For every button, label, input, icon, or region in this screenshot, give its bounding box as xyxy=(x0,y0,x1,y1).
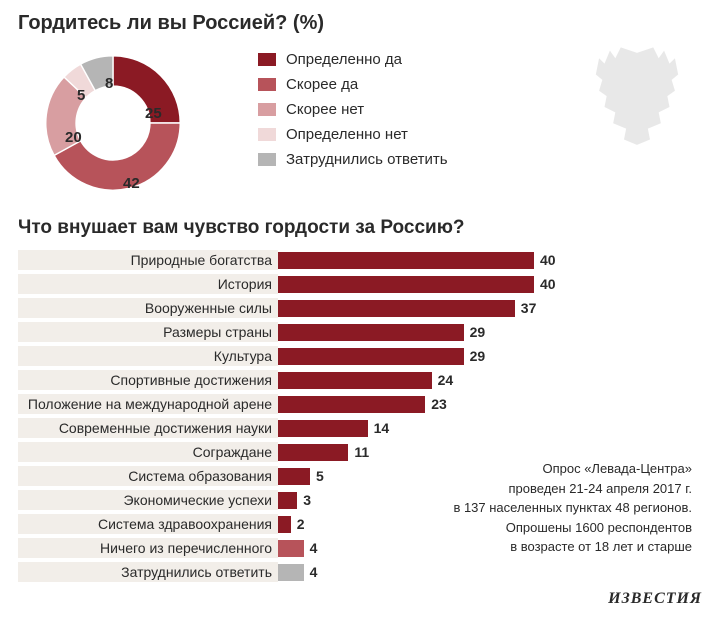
bar-track: 37 xyxy=(278,300,702,317)
bar-row: Размеры страны 29 xyxy=(18,321,702,343)
bar-value: 14 xyxy=(374,420,390,436)
donut-chart: 25 42 20 5 8 xyxy=(18,43,208,203)
bar-row: Природные богатства 40 xyxy=(18,249,702,271)
bar-track: 29 xyxy=(278,324,702,341)
bar-value: 24 xyxy=(438,372,454,388)
bar-row: Вооруженные силы 37 xyxy=(18,297,702,319)
bar-label: Культура xyxy=(18,346,278,366)
bar-value: 37 xyxy=(521,300,537,316)
footnote-line: Опрошены 1600 респондентов xyxy=(422,518,692,538)
bar-row: История 40 xyxy=(18,273,702,295)
legend-label: Скорее нет xyxy=(286,101,364,118)
bars-chart: Опрос «Левада-Центра» проведен 21-24 апр… xyxy=(18,249,702,583)
bar-row: Современные достижения науки 14 xyxy=(18,417,702,439)
bar-label: Размеры страны xyxy=(18,322,278,342)
bar-track: 23 xyxy=(278,396,702,413)
bar-value: 11 xyxy=(354,444,369,460)
bar-track: 40 xyxy=(278,276,702,293)
bar-row: Культура 29 xyxy=(18,345,702,367)
footnote-line: Опрос «Левада-Центра» xyxy=(422,459,692,479)
bar-track: 40 xyxy=(278,252,702,269)
donut-value: 25 xyxy=(145,105,162,122)
bar-label: Система образования xyxy=(18,466,278,486)
legend-row: Скорее да xyxy=(258,76,448,93)
footnote: Опрос «Левада-Центра» проведен 21-24 апр… xyxy=(422,459,692,557)
bar-label: Система здравоохранения xyxy=(18,514,278,534)
legend-row: Определенно нет xyxy=(258,126,448,143)
bar-value: 40 xyxy=(540,252,556,268)
bar-fill xyxy=(278,492,297,509)
bar-label: Сограждане xyxy=(18,442,278,462)
donut-legend: Определенно да Скорее да Скорее нет Определ… xyxy=(258,51,448,176)
bars-title: Что внушает вам чувство гордости за Росс… xyxy=(18,217,702,239)
bar-label: Вооруженные силы xyxy=(18,298,278,318)
bar-fill xyxy=(278,540,304,557)
bar-fill xyxy=(278,348,464,365)
footnote-line: проведен 21-24 апреля 2017 г. xyxy=(422,479,692,499)
legend-swatch xyxy=(258,78,276,91)
donut-value: 42 xyxy=(123,175,140,192)
legend-swatch xyxy=(258,128,276,141)
bar-value: 29 xyxy=(470,348,486,364)
legend-label: Определенно да xyxy=(286,51,402,68)
bar-track: 14 xyxy=(278,420,702,437)
bar-value: 4 xyxy=(310,564,318,580)
bar-fill xyxy=(278,468,310,485)
footnote-line: в 137 населенных пунктах 48 регионов. xyxy=(422,498,692,518)
bar-fill xyxy=(278,372,432,389)
bar-track: 29 xyxy=(278,348,702,365)
legend-label: Определенно нет xyxy=(286,126,408,143)
legend-label: Скорее да xyxy=(286,76,358,93)
bar-label: Природные богатства xyxy=(18,250,278,270)
legend-label: Затруднились ответить xyxy=(286,151,448,168)
bar-fill xyxy=(278,300,515,317)
donut-value: 5 xyxy=(77,87,85,104)
bar-value: 5 xyxy=(316,468,324,484)
donut-value: 8 xyxy=(105,75,113,92)
bar-label: Положение на международной арене xyxy=(18,394,278,414)
source-label: ИЗВЕСТИЯ xyxy=(608,590,702,608)
donut-title: Гордитесь ли вы Россией? (%) xyxy=(18,12,702,35)
bar-label: Затруднились ответить xyxy=(18,562,278,582)
bar-value: 29 xyxy=(470,324,486,340)
bar-value: 3 xyxy=(303,492,311,508)
bar-fill xyxy=(278,396,425,413)
bar-row: Затруднились ответить 4 xyxy=(18,561,702,583)
legend-swatch xyxy=(258,103,276,116)
coat-of-arms-icon xyxy=(582,42,692,172)
bar-label: Ничего из перечисленного xyxy=(18,538,278,558)
bar-label: Экономические успехи xyxy=(18,490,278,510)
bar-track: 24 xyxy=(278,372,702,389)
bar-value: 40 xyxy=(540,276,556,292)
legend-swatch xyxy=(258,53,276,66)
bar-value: 2 xyxy=(297,516,305,532)
bar-fill xyxy=(278,564,304,581)
donut-value: 20 xyxy=(65,129,82,146)
bar-row: Спортивные достижения 24 xyxy=(18,369,702,391)
legend-row: Затруднились ответить xyxy=(258,151,448,168)
bar-fill xyxy=(278,516,291,533)
footnote-line: в возрасте от 18 лет и старше xyxy=(422,537,692,557)
legend-swatch xyxy=(258,153,276,166)
bar-fill xyxy=(278,276,534,293)
bar-fill xyxy=(278,252,534,269)
bar-track: 4 xyxy=(278,564,702,581)
bar-track: 11 xyxy=(278,444,702,461)
legend-row: Определенно да xyxy=(258,51,448,68)
bar-label: Современные достижения науки xyxy=(18,418,278,438)
bar-fill xyxy=(278,324,464,341)
bar-value: 4 xyxy=(310,540,318,556)
bar-value: 23 xyxy=(431,396,447,412)
bar-row: Положение на международной арене 23 xyxy=(18,393,702,415)
legend-row: Скорее нет xyxy=(258,101,448,118)
bar-fill xyxy=(278,444,348,461)
bar-label: История xyxy=(18,274,278,294)
bar-label: Спортивные достижения xyxy=(18,370,278,390)
bar-fill xyxy=(278,420,368,437)
